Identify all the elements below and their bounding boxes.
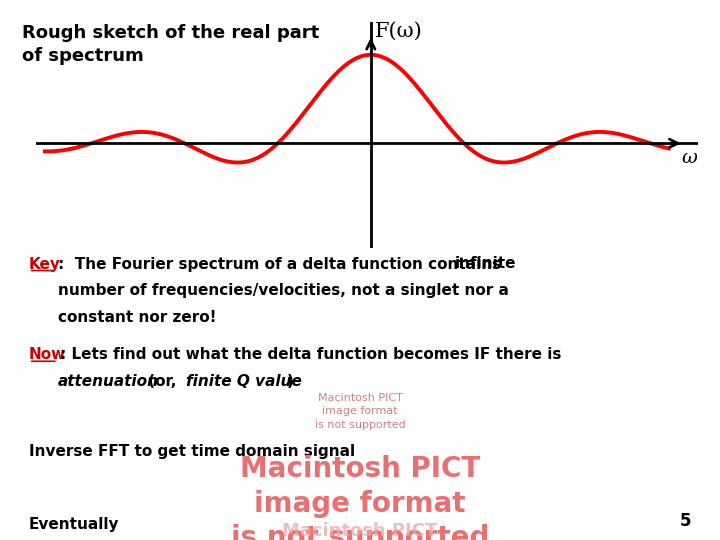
Text: Macintosh PICT
image format
is not supported: Macintosh PICT image format is not suppo… [276, 522, 444, 540]
Text: Key: Key [29, 256, 60, 272]
Text: Macintosh PICT
image format
is not supported: Macintosh PICT image format is not suppo… [315, 393, 405, 429]
Text: F(ω): F(ω) [375, 22, 423, 40]
Text: Now: Now [29, 347, 66, 362]
Text: constant nor zero!: constant nor zero! [58, 310, 216, 326]
Text: Eventually: Eventually [29, 517, 120, 532]
Text: number of frequencies/velocities, not a singlet nor a: number of frequencies/velocities, not a … [58, 284, 508, 299]
Text: Inverse FFT to get time domain signal: Inverse FFT to get time domain signal [29, 444, 355, 460]
Text: infinite: infinite [455, 256, 516, 272]
Text: 5: 5 [680, 512, 691, 530]
Text: Macintosh PICT
image format
is not supported: Macintosh PICT image format is not suppo… [231, 455, 489, 540]
Text: : Lets find out what the delta function becomes IF there is: : Lets find out what the delta function … [60, 347, 561, 362]
Text: (or,: (or, [143, 374, 181, 389]
Text: attenuation: attenuation [58, 374, 158, 389]
Text: ): ) [287, 374, 294, 389]
Text: :  The Fourier spectrum of a delta function contains: : The Fourier spectrum of a delta functi… [58, 256, 506, 272]
Text: Rough sketch of the real part
of spectrum: Rough sketch of the real part of spectru… [22, 24, 319, 64]
Text: ω: ω [682, 149, 698, 167]
Text: finite Q value: finite Q value [186, 374, 302, 389]
